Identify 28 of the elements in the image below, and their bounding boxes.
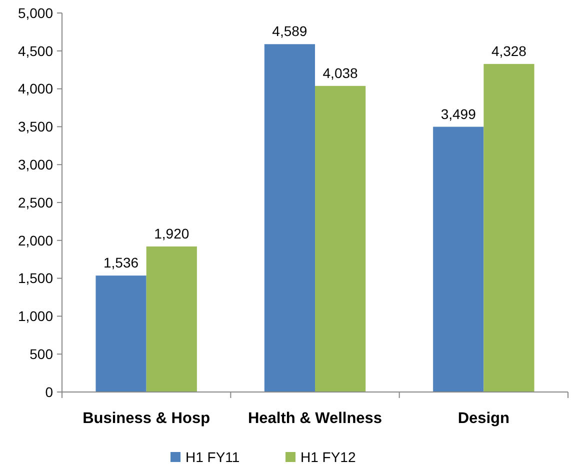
- text: 1,536: [104, 254, 139, 271]
- y-tick-label: 1,500: [18, 270, 54, 286]
- y-tick-label: 2,500: [18, 194, 54, 210]
- bar: [484, 64, 534, 392]
- y-tick-label: 1,000: [18, 308, 54, 324]
- text: 3,499: [440, 106, 476, 122]
- text: 4,328: [491, 42, 526, 59]
- text: 1,920: [154, 225, 190, 242]
- y-tick-label: 5,000: [18, 4, 54, 21]
- bar: [264, 44, 315, 392]
- y-tick-label: 4,000: [18, 80, 54, 97]
- legend-label: H1 FY12: [300, 448, 356, 465]
- y-tick-label: 4,500: [18, 42, 54, 59]
- legend-label: H1 FY11: [186, 448, 240, 465]
- text: 4,589: [272, 23, 308, 40]
- text: 4,038: [322, 64, 358, 81]
- x-tick-label: Business & Hosp: [82, 410, 210, 427]
- y-tick-label: 0: [45, 384, 54, 400]
- x-tick-label: Health & Wellness: [248, 410, 382, 427]
- bar: [433, 126, 484, 392]
- y-tick-label: 3,000: [18, 156, 54, 172]
- bar: [146, 246, 197, 392]
- x-tick-label: Design: [458, 410, 510, 427]
- bar: [96, 276, 146, 392]
- y-tick-label: 3,500: [18, 118, 54, 135]
- bar: [315, 86, 366, 392]
- y-tick-label: 2,000: [18, 232, 54, 248]
- y-tick-label: 500: [30, 346, 54, 362]
